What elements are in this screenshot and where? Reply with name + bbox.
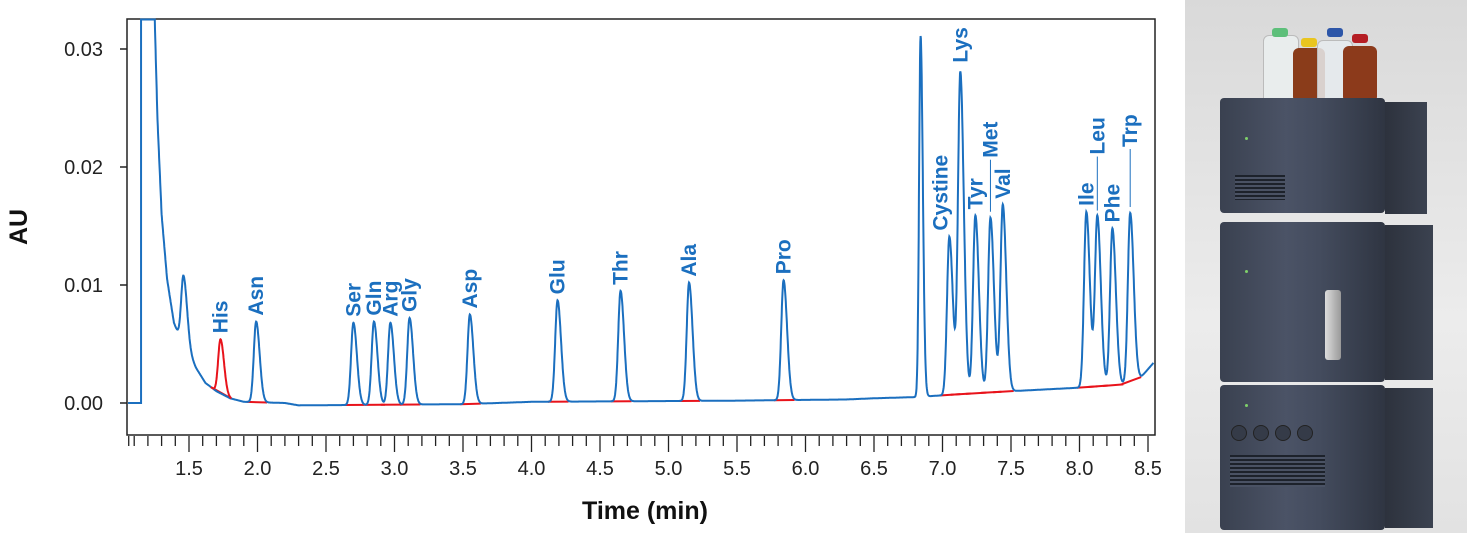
status-led	[1245, 270, 1248, 273]
peak-label-arg: Arg	[379, 281, 402, 317]
x-axis-title: Time (min)	[582, 497, 708, 525]
x-tick-label: 2.0	[244, 458, 272, 480]
bottle-amber-red	[1343, 46, 1377, 100]
x-tick-label: 6.5	[860, 458, 888, 480]
x-tick-label: 6.0	[792, 458, 820, 480]
peak-label-his: His	[210, 301, 233, 334]
cap-red	[1352, 34, 1368, 43]
y-tick-label: 0.02	[64, 157, 103, 179]
module-side-middle	[1385, 225, 1433, 380]
knob	[1297, 425, 1313, 441]
peak-label-val: Val	[992, 168, 1015, 198]
vent	[1230, 455, 1325, 487]
peak-label-trp: Trp	[1119, 114, 1142, 147]
x-tick-label: 4.0	[518, 458, 546, 480]
peak-label-ala: Ala	[678, 244, 701, 277]
x-tick-label: 7.5	[997, 458, 1025, 480]
status-led	[1245, 137, 1248, 140]
x-tick-label: 3.5	[449, 458, 477, 480]
peak-label-phe: Phe	[1101, 184, 1124, 223]
cap-green	[1272, 28, 1288, 37]
x-tick-label: 8.0	[1066, 458, 1094, 480]
cap-blue	[1327, 28, 1343, 37]
x-tick-label: 5.0	[655, 458, 683, 480]
sample-door-handle	[1325, 290, 1341, 360]
integration-baseline	[1120, 376, 1142, 386]
x-tick-label: 8.5	[1134, 458, 1162, 480]
highlighted-peak-trace	[210, 338, 232, 400]
integration-baselines	[210, 376, 1142, 407]
peak-label-gln: Gln	[363, 281, 386, 316]
peak-label-lys: Lys	[949, 27, 972, 62]
x-tick-label: 3.0	[381, 458, 409, 480]
chromatogram-trace	[128, 18, 1155, 407]
knob	[1253, 425, 1269, 441]
y-tick-label: 0.00	[64, 393, 103, 415]
knob	[1275, 425, 1291, 441]
module-side-bottom	[1385, 388, 1433, 528]
y-tick-label: 0.01	[64, 275, 103, 297]
sample-manager-module	[1220, 222, 1385, 382]
chromatogram-chart: 0.00 0.01 0.02 0.03 1.5 2.0 2.5 3.0 3.5 4.0 4.5 5.0…	[5, 18, 1162, 525]
peak-label-ile: Ile	[1075, 182, 1098, 205]
peak-label-thr: Thr	[610, 251, 633, 285]
plot-frame	[126, 18, 1156, 436]
peak-label-glu: Glu	[547, 259, 570, 294]
status-led	[1245, 404, 1248, 407]
integration-baseline	[246, 400, 268, 404]
peak-label-tyr: Tyr	[964, 178, 987, 209]
vent	[1235, 175, 1285, 200]
peak-label-leu: Leu	[1086, 117, 1109, 154]
integration-baseline	[993, 390, 1014, 394]
peak-label-pro: Pro	[773, 239, 796, 274]
peak-label-ser: Ser	[342, 283, 365, 317]
y-tick-label: 0.03	[64, 39, 103, 61]
x-tick-label: 4.5	[586, 458, 614, 480]
x-tick-label: 7.0	[929, 458, 957, 480]
axes: 0.00 0.01 0.02 0.03 1.5 2.0 2.5 3.0 3.5 4.0 4.5 5.0…	[64, 39, 1162, 480]
peak-label-cystine: Cystine	[929, 155, 952, 231]
peak-label-asp: Asp	[459, 269, 482, 309]
integration-baseline	[460, 402, 481, 406]
module-side-top	[1385, 102, 1427, 214]
peak-label-gly: Gly	[399, 278, 422, 312]
knob	[1231, 425, 1247, 441]
y-axis-title: AU	[5, 209, 33, 245]
integration-baseline	[1102, 383, 1124, 387]
peak-label-met: Met	[979, 122, 1002, 158]
x-tick-label: 5.5	[723, 458, 751, 480]
x-tick-label: 2.5	[312, 458, 340, 480]
uplc-instrument-photo	[1185, 0, 1467, 533]
peak-label-asn: Asn	[245, 276, 268, 316]
cap-yellow	[1301, 38, 1317, 47]
x-tick-label: 1.5	[175, 458, 203, 480]
